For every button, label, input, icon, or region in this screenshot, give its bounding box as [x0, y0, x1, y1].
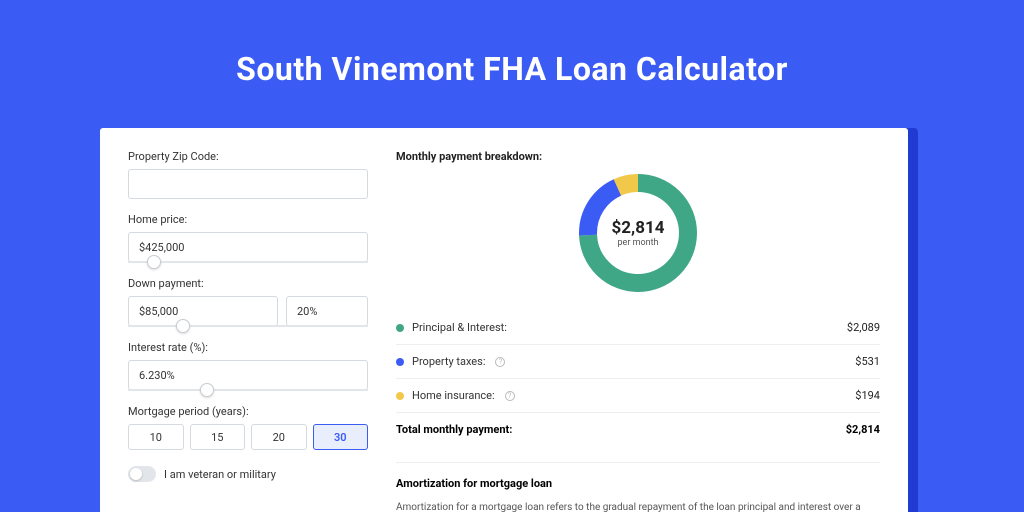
field-period: Mortgage period (years): 10152030 [128, 405, 368, 450]
legend-label: Home insurance: [412, 389, 495, 402]
field-down: Down payment: $85,000 20% [128, 277, 368, 327]
legend-row: Principal & Interest: $2,089 [396, 311, 880, 345]
field-price: Home price: $425,000 [128, 213, 368, 263]
legend-label: Principal & Interest: [412, 321, 507, 334]
form-panel: Property Zip Code: Home price: $425,000 … [128, 150, 368, 512]
legend-value: $531 [855, 355, 880, 368]
period-option-15[interactable]: 15 [190, 424, 246, 450]
rate-input[interactable]: 6.230% [128, 360, 368, 390]
total-value: $2,814 [846, 423, 880, 436]
legend-dot [396, 358, 404, 366]
donut-value: $2,814 [612, 218, 665, 238]
rate-label: Interest rate (%): [128, 341, 368, 354]
total-row: Total monthly payment: $2,814 [396, 412, 880, 446]
price-input[interactable]: $425,000 [128, 232, 368, 262]
info-icon[interactable]: ? [505, 391, 515, 401]
legend-row: Home insurance:? $194 [396, 379, 880, 412]
veteran-label: I am veteran or military [164, 468, 276, 481]
info-icon[interactable]: ? [495, 357, 505, 367]
down-label: Down payment: [128, 277, 368, 290]
veteran-toggle-knob [130, 468, 142, 480]
period-option-20[interactable]: 20 [251, 424, 307, 450]
breakdown-heading: Monthly payment breakdown: [396, 150, 880, 163]
amortization-title: Amortization for mortgage loan [396, 477, 880, 490]
down-slider[interactable] [128, 325, 368, 327]
period-label: Mortgage period (years): [128, 405, 368, 418]
donut-center: $2,814 per month [612, 218, 665, 248]
legend-label: Property taxes: [412, 355, 485, 368]
period-options: 10152030 [128, 424, 368, 450]
rate-slider-thumb[interactable] [200, 383, 214, 397]
price-slider-thumb[interactable] [147, 255, 161, 269]
legend-dot [396, 392, 404, 400]
field-veteran: I am veteran or military [128, 466, 368, 482]
legend-value: $194 [855, 389, 880, 402]
down-amount-input[interactable]: $85,000 [128, 296, 278, 326]
calculator-card: Property Zip Code: Home price: $425,000 … [100, 128, 908, 512]
zip-label: Property Zip Code: [128, 150, 368, 163]
breakdown-panel: Monthly payment breakdown: $2,814 per mo… [396, 150, 880, 512]
down-percent-input[interactable]: 20% [286, 296, 368, 326]
period-option-10[interactable]: 10 [128, 424, 184, 450]
donut-chart-wrap: $2,814 per month [396, 173, 880, 293]
donut-chart: $2,814 per month [578, 173, 698, 293]
period-option-30[interactable]: 30 [313, 424, 369, 450]
legend-list: Principal & Interest: $2,089 Property taxe… [396, 311, 880, 412]
veteran-toggle[interactable] [128, 466, 156, 482]
amortization-section: Amortization for mortgage loan Amortizat… [396, 462, 880, 512]
page-title: South Vinemont FHA Loan Calculator [100, 50, 924, 88]
price-slider[interactable] [128, 261, 368, 263]
donut-sub: per month [612, 238, 665, 248]
legend-dot [396, 324, 404, 332]
rate-slider[interactable] [128, 389, 368, 391]
price-label: Home price: [128, 213, 368, 226]
field-rate: Interest rate (%): 6.230% [128, 341, 368, 391]
down-slider-thumb[interactable] [176, 319, 190, 333]
field-zip: Property Zip Code: [128, 150, 368, 199]
legend-row: Property taxes:? $531 [396, 345, 880, 379]
legend-value: $2,089 [847, 321, 880, 334]
total-label: Total monthly payment: [396, 423, 512, 436]
zip-input[interactable] [128, 169, 368, 199]
amortization-body: Amortization for a mortgage loan refers … [396, 500, 880, 512]
